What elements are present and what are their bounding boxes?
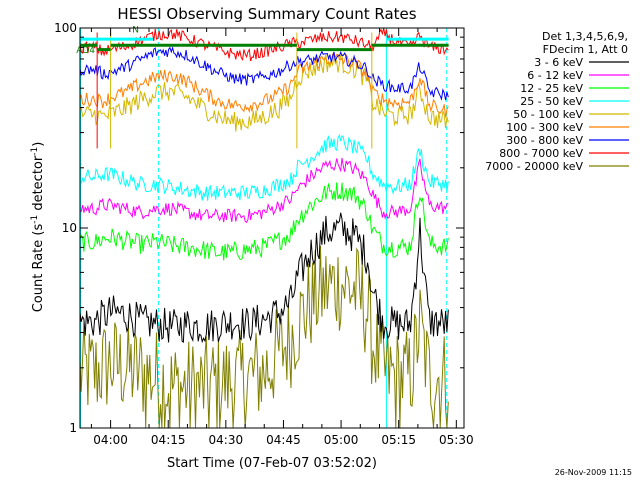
legend-header: FDecim 1, Att 0 xyxy=(543,43,628,56)
series-line-5 xyxy=(79,53,449,118)
footer-timestamp: 26-Nov-2009 11:15 xyxy=(555,468,632,477)
legend: Det 1,3,4,5,6,9,FDecim 1, Att 03 - 6 keV… xyxy=(485,30,629,173)
y-axis-label: Count Rate (s-1 detector-1) xyxy=(30,142,46,313)
y-axis: 1 10 100 xyxy=(54,21,464,435)
legend-label: 6 - 12 keV xyxy=(527,69,583,82)
legend-label: 3 - 6 keV xyxy=(534,56,583,69)
y-tick-label: 1 xyxy=(69,421,77,435)
legend-header: Det 1,3,4,5,6,9, xyxy=(542,30,628,43)
x-tick-label: 05:00 xyxy=(324,433,359,447)
series-line-2 xyxy=(79,182,449,261)
x-tick-label: 04:45 xyxy=(266,433,301,447)
legend-label: 50 - 100 keV xyxy=(513,108,583,121)
legend-label: 300 - 800 keV xyxy=(506,134,583,147)
x-axis-label: Start Time (07-Feb-07 03:52:02) xyxy=(167,456,377,471)
legend-label: 25 - 50 keV xyxy=(520,95,583,108)
y-tick-label: 10 xyxy=(62,221,77,235)
series-line-6 xyxy=(79,45,449,101)
x-tick-label: 04:00 xyxy=(93,433,128,447)
series-line-1 xyxy=(79,157,449,224)
annotation-label: N xyxy=(132,25,139,35)
series-line-0 xyxy=(79,212,449,344)
x-tick-label: 04:15 xyxy=(151,433,186,447)
series-line-4 xyxy=(79,53,449,132)
x-tick-label: 05:30 xyxy=(439,433,474,447)
series-line-7 xyxy=(79,27,449,62)
x-axis: 04:00 04:15 04:30 04:45 05:00 05:15 05:30 xyxy=(90,28,474,447)
legend-label: 7000 - 20000 keV xyxy=(485,160,583,173)
legend-label: 12 - 25 keV xyxy=(520,82,583,95)
legend-label: 100 - 300 keV xyxy=(506,121,583,134)
x-tick-label: 04:30 xyxy=(209,433,244,447)
chart-title: HESSI Observing Summary Count Rates xyxy=(117,5,416,23)
series-line-3 xyxy=(79,133,449,201)
x-tick-label: 05:15 xyxy=(381,433,416,447)
legend-label: 800 - 7000 keV xyxy=(499,147,583,160)
plot-area: AD4 N xyxy=(76,25,449,429)
series-line-8 xyxy=(79,245,449,429)
y-tick-label: 100 xyxy=(54,21,77,35)
annotation-label: AD4 xyxy=(76,46,95,56)
